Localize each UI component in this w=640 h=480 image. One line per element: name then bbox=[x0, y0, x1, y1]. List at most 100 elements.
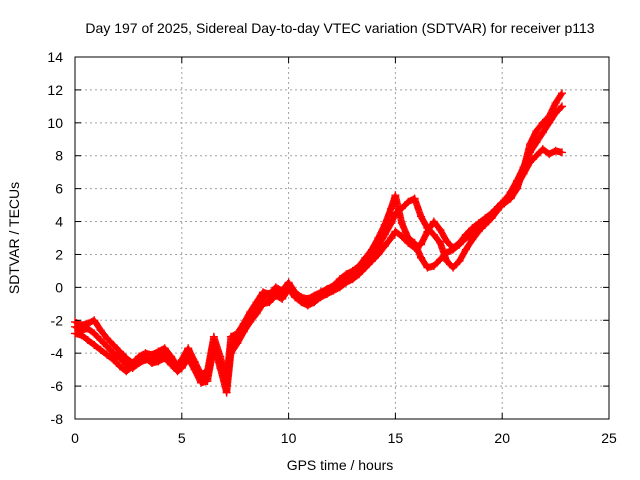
data-point bbox=[252, 303, 261, 312]
data-point bbox=[410, 194, 419, 203]
data-point bbox=[83, 324, 92, 333]
y-tick-label: -4 bbox=[51, 345, 64, 361]
data-point bbox=[391, 209, 400, 218]
data-point bbox=[96, 326, 105, 335]
data-point bbox=[355, 266, 364, 275]
data-point bbox=[442, 257, 451, 266]
data-point bbox=[291, 289, 300, 298]
data-point bbox=[449, 263, 458, 272]
data-point bbox=[455, 238, 464, 247]
data-point bbox=[122, 360, 131, 369]
data-point bbox=[77, 326, 86, 335]
data-point bbox=[103, 334, 112, 343]
data-point bbox=[525, 140, 534, 149]
y-tick-label: 12 bbox=[47, 82, 63, 98]
y-tick-label: -6 bbox=[51, 378, 64, 394]
data-point bbox=[310, 294, 319, 303]
data-point bbox=[271, 286, 280, 295]
data-track-marker bbox=[557, 90, 565, 98]
data-point bbox=[481, 219, 490, 228]
x-tick-label: 25 bbox=[601, 430, 617, 446]
data-point bbox=[387, 204, 396, 213]
data-point bbox=[558, 89, 567, 98]
data-point bbox=[506, 194, 515, 203]
data-point bbox=[461, 245, 470, 254]
data-point bbox=[348, 270, 357, 279]
data-point bbox=[391, 191, 400, 200]
data-point bbox=[429, 261, 438, 270]
data-point bbox=[323, 286, 332, 295]
data-point bbox=[404, 238, 413, 247]
data-point bbox=[177, 359, 186, 368]
data-point bbox=[532, 151, 541, 160]
x-tick-label: 0 bbox=[71, 430, 79, 446]
data-point bbox=[209, 337, 218, 346]
data-point bbox=[551, 146, 560, 155]
data-point bbox=[551, 99, 560, 108]
data-point bbox=[367, 250, 376, 259]
data-point bbox=[423, 224, 432, 233]
y-tick-label: 2 bbox=[55, 246, 63, 262]
y-tick-label: -2 bbox=[51, 312, 64, 328]
data-point bbox=[154, 352, 163, 361]
data-point bbox=[83, 336, 92, 345]
data-point bbox=[493, 202, 502, 211]
data-point bbox=[558, 148, 567, 157]
data-point bbox=[90, 316, 99, 325]
data-point bbox=[335, 280, 344, 289]
data-point bbox=[184, 349, 193, 358]
data-point bbox=[278, 289, 287, 298]
x-axis-ticks: 0 5 10 15 20 25 bbox=[71, 57, 617, 446]
data-point bbox=[135, 359, 144, 368]
y-tick-label: -8 bbox=[51, 411, 64, 427]
data-point bbox=[417, 240, 426, 249]
y-tick-label: 4 bbox=[55, 214, 63, 230]
data-point bbox=[410, 243, 419, 252]
data-point bbox=[96, 345, 105, 354]
data-point bbox=[160, 349, 169, 358]
data-point bbox=[404, 197, 413, 206]
data-point bbox=[109, 349, 118, 358]
data-point bbox=[90, 340, 99, 349]
data-point bbox=[96, 336, 105, 345]
data-point bbox=[173, 365, 182, 374]
data-point bbox=[222, 382, 231, 391]
data-point bbox=[284, 281, 293, 290]
data-point bbox=[197, 375, 206, 384]
data-point bbox=[103, 350, 112, 359]
data-point bbox=[474, 227, 483, 236]
x-tick-label: 20 bbox=[494, 430, 510, 446]
data-point bbox=[397, 232, 406, 241]
data-point bbox=[239, 324, 248, 333]
data-point bbox=[342, 273, 351, 282]
data-point bbox=[147, 355, 156, 364]
data-point bbox=[545, 112, 554, 121]
data-point bbox=[532, 127, 541, 136]
y-axis-ticks: -8 -6 -4 -2 0 2 4 6 8 10 12 14 bbox=[47, 49, 609, 427]
data-point bbox=[417, 212, 426, 221]
data-point bbox=[391, 227, 400, 236]
data-point bbox=[538, 145, 547, 154]
data-point bbox=[558, 102, 567, 111]
data-point bbox=[429, 217, 438, 226]
data-point bbox=[316, 289, 325, 298]
plot-frame bbox=[74, 56, 610, 420]
data-point bbox=[468, 224, 477, 233]
data-point bbox=[397, 204, 406, 213]
data-point bbox=[545, 150, 554, 159]
y-tick-label: 14 bbox=[47, 49, 63, 65]
data-point bbox=[190, 363, 199, 372]
data-point bbox=[109, 340, 118, 349]
data-point bbox=[265, 293, 274, 302]
data-point bbox=[203, 372, 212, 381]
data-point bbox=[374, 242, 383, 251]
data-point bbox=[71, 322, 79, 331]
x-tick-label: 10 bbox=[281, 430, 297, 446]
data-points bbox=[71, 89, 567, 397]
y-tick-label: 0 bbox=[55, 279, 63, 295]
data-point bbox=[380, 230, 389, 239]
data-point bbox=[455, 257, 464, 266]
data-point bbox=[297, 294, 306, 303]
data-point bbox=[461, 230, 470, 239]
data-point bbox=[329, 285, 338, 294]
